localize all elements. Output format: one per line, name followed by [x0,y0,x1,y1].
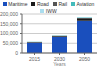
html-text:Rail: Rail [58,1,67,7]
svg-text:200,000: 200,000 [8,11,18,17]
svg-text:0: 0 [15,50,18,56]
svg-text:2050: 2050 [79,56,90,62]
html-text:Road: Road [36,1,49,7]
svg-text:50,000: 50,000 [8,40,18,46]
svg-text:2015: 2015 [29,56,40,62]
html-text:Maritime: Maritime [8,1,28,7]
svg-text:Years: Years [53,61,66,66]
svg-text:2030: 2030 [53,55,66,62]
svg-text:100,000: 100,000 [8,30,18,36]
html-text:Aviation: Aviation [76,1,95,7]
svg-text:150,000: 150,000 [8,21,18,27]
html-text:IWW: IWW [45,8,57,14]
